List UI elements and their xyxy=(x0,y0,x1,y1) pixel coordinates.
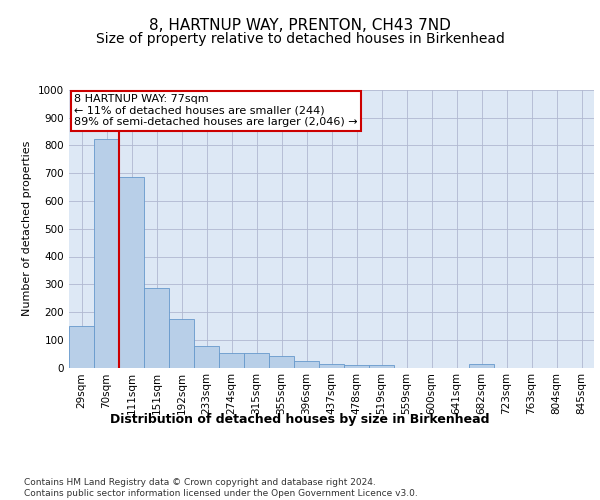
Text: Contains HM Land Registry data © Crown copyright and database right 2024.
Contai: Contains HM Land Registry data © Crown c… xyxy=(24,478,418,498)
Bar xyxy=(344,364,369,368)
Bar xyxy=(119,178,144,368)
Text: 8, HARTNUP WAY, PRENTON, CH43 7ND: 8, HARTNUP WAY, PRENTON, CH43 7ND xyxy=(149,18,451,32)
Bar xyxy=(144,288,169,368)
Bar xyxy=(69,326,94,368)
Bar xyxy=(294,362,319,368)
Bar xyxy=(319,364,344,368)
Bar xyxy=(169,319,194,368)
Bar xyxy=(94,138,119,368)
Text: 8 HARTNUP WAY: 77sqm
← 11% of detached houses are smaller (244)
89% of semi-deta: 8 HARTNUP WAY: 77sqm ← 11% of detached h… xyxy=(74,94,358,128)
Y-axis label: Number of detached properties: Number of detached properties xyxy=(22,141,32,316)
Bar xyxy=(269,356,294,368)
Text: Distribution of detached houses by size in Birkenhead: Distribution of detached houses by size … xyxy=(110,412,490,426)
Bar xyxy=(244,353,269,368)
Bar xyxy=(194,346,219,368)
Bar xyxy=(469,364,494,368)
Bar xyxy=(219,353,244,368)
Bar xyxy=(369,364,394,368)
Text: Size of property relative to detached houses in Birkenhead: Size of property relative to detached ho… xyxy=(95,32,505,46)
